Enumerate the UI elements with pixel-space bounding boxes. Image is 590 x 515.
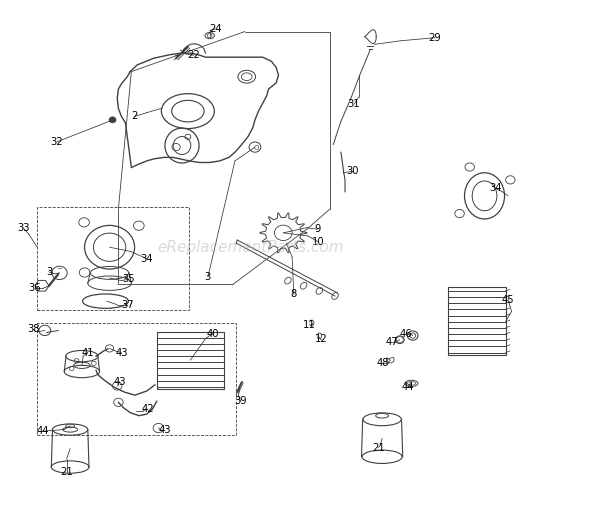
Text: 34: 34 [489,183,501,193]
Text: 12: 12 [315,334,328,344]
Text: 8: 8 [291,289,297,300]
Bar [157,333,224,389]
Text: 34: 34 [140,253,153,264]
Text: 45: 45 [502,295,514,304]
Text: 21: 21 [372,442,385,453]
Text: 11: 11 [303,320,316,330]
Text: 40: 40 [206,329,219,338]
Text: 30: 30 [346,166,359,176]
Text: eReplacementParts.com: eReplacementParts.com [158,239,344,255]
Text: 31: 31 [348,99,360,110]
Bar [37,207,189,310]
Text: 32: 32 [50,137,63,147]
Text: 38: 38 [27,324,40,334]
Text: 37: 37 [121,300,133,310]
Text: 3: 3 [46,267,52,277]
Bar [448,287,506,355]
Text: 48: 48 [377,358,389,368]
Text: 35: 35 [123,274,135,284]
Bar [37,323,236,435]
Text: 24: 24 [209,24,222,34]
Text: 42: 42 [142,404,154,414]
Text: 2: 2 [132,111,138,121]
Text: 21: 21 [60,467,73,477]
Circle shape [109,117,116,123]
Text: 39: 39 [235,397,247,406]
Text: 47: 47 [386,337,398,347]
Text: 10: 10 [312,237,325,247]
Text: 41: 41 [81,348,94,357]
Text: 3: 3 [205,272,211,282]
Text: 33: 33 [17,222,30,233]
Text: 22: 22 [188,50,200,60]
Text: 43: 43 [113,377,126,387]
Text: 44: 44 [37,426,50,436]
Text: 29: 29 [429,32,441,43]
Text: 46: 46 [399,329,412,338]
Text: 9: 9 [314,224,320,234]
Text: 36: 36 [28,283,41,294]
Text: 44: 44 [402,382,414,392]
Text: O: O [254,145,259,151]
Text: 43: 43 [115,348,127,357]
Text: 43: 43 [158,424,171,435]
